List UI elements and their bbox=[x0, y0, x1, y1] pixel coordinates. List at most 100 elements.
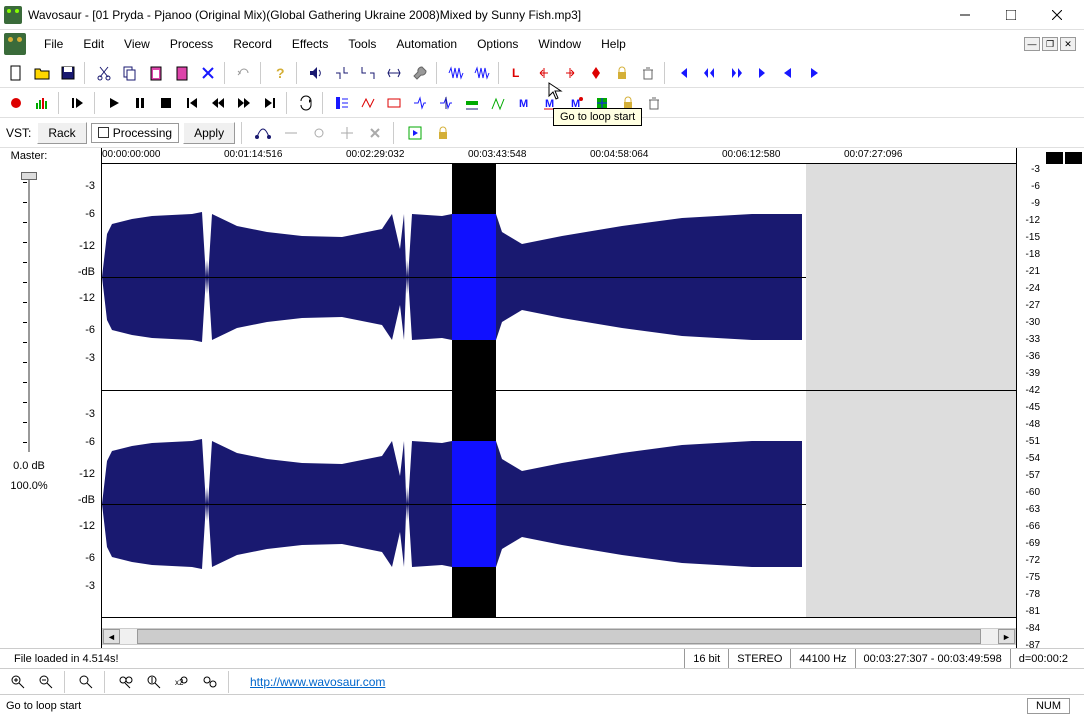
mdi-close[interactable]: ✕ bbox=[1060, 37, 1076, 51]
curve-tool[interactable] bbox=[251, 121, 275, 145]
open-button[interactable] bbox=[30, 61, 54, 85]
proc-6[interactable] bbox=[486, 91, 510, 115]
help-button[interactable]: ? bbox=[268, 61, 292, 85]
scroll-right-button[interactable]: ► bbox=[998, 629, 1015, 644]
crop-button[interactable] bbox=[196, 61, 220, 85]
lock-icon[interactable] bbox=[610, 61, 634, 85]
processing-checkbox[interactable]: Processing bbox=[91, 123, 179, 143]
master-slider[interactable] bbox=[19, 172, 39, 452]
cut-button[interactable] bbox=[92, 61, 116, 85]
menu-automation[interactable]: Automation bbox=[386, 33, 467, 55]
waveform-area[interactable]: 00:00:00:00000:01:14:51600:02:29:03200:0… bbox=[102, 148, 1016, 648]
pause-button[interactable] bbox=[128, 91, 152, 115]
play-region-button[interactable] bbox=[403, 121, 427, 145]
zoom-all-icon[interactable] bbox=[198, 670, 222, 694]
maximize-button[interactable] bbox=[988, 0, 1034, 30]
loop-l-button[interactable]: L bbox=[506, 61, 530, 85]
m-1[interactable]: M bbox=[512, 91, 536, 115]
wave-channel-right[interactable] bbox=[102, 391, 1016, 618]
menu-options[interactable]: Options bbox=[467, 33, 528, 55]
menu-file[interactable]: File bbox=[34, 33, 73, 55]
timeline[interactable]: 00:00:00:00000:01:14:51600:02:29:03200:0… bbox=[102, 148, 1016, 164]
menu-view[interactable]: View bbox=[114, 33, 160, 55]
save-button[interactable] bbox=[56, 61, 80, 85]
website-link[interactable]: http://www.wavosaur.com bbox=[250, 675, 385, 689]
menu-record[interactable]: Record bbox=[223, 33, 282, 55]
proc-4[interactable] bbox=[434, 91, 458, 115]
db-right-label: -69 bbox=[1026, 538, 1040, 549]
play-button[interactable] bbox=[102, 91, 126, 115]
menu-help[interactable]: Help bbox=[591, 33, 636, 55]
loop-start-button[interactable] bbox=[532, 61, 556, 85]
minimize-button[interactable] bbox=[942, 0, 988, 30]
lock-3-icon[interactable] bbox=[431, 121, 455, 145]
proc-3[interactable] bbox=[408, 91, 432, 115]
menu-effects[interactable]: Effects bbox=[282, 33, 338, 55]
zoom-x2-icon[interactable]: x2 bbox=[170, 670, 194, 694]
forward-button[interactable] bbox=[232, 91, 256, 115]
tool-2[interactable] bbox=[356, 61, 380, 85]
prev-button[interactable] bbox=[776, 61, 800, 85]
marker-list-button[interactable] bbox=[330, 91, 354, 115]
dim-3[interactable] bbox=[335, 121, 359, 145]
new-button[interactable] bbox=[4, 61, 28, 85]
zoom-in-icon[interactable] bbox=[6, 670, 30, 694]
repeat-button[interactable] bbox=[294, 91, 318, 115]
nav-3[interactable] bbox=[724, 61, 748, 85]
mdi-restore[interactable]: ❐ bbox=[1042, 37, 1058, 51]
paste-button[interactable] bbox=[144, 61, 168, 85]
wave-icon-1[interactable] bbox=[444, 61, 468, 85]
wave-channel-left[interactable] bbox=[102, 164, 1016, 391]
next-button[interactable] bbox=[802, 61, 826, 85]
dim-1[interactable] bbox=[279, 121, 303, 145]
menu-tools[interactable]: Tools bbox=[338, 33, 386, 55]
dim-4[interactable] bbox=[363, 121, 387, 145]
proc-5[interactable] bbox=[460, 91, 484, 115]
scroll-thumb[interactable] bbox=[137, 629, 981, 644]
rack-button[interactable]: Rack bbox=[37, 122, 86, 144]
stop-button[interactable] bbox=[154, 91, 178, 115]
proc-2[interactable] bbox=[382, 91, 406, 115]
menu-window[interactable]: Window bbox=[528, 33, 591, 55]
play-start-button[interactable] bbox=[66, 91, 90, 115]
apply-button[interactable]: Apply bbox=[183, 122, 235, 144]
zoom-sel-icon[interactable] bbox=[74, 670, 98, 694]
close-button[interactable] bbox=[1034, 0, 1080, 30]
trash-2-icon[interactable] bbox=[642, 91, 666, 115]
wave-icon-2[interactable] bbox=[470, 61, 494, 85]
level-meters bbox=[1044, 148, 1084, 648]
horizontal-scrollbar[interactable]: ◄ ► bbox=[102, 628, 1016, 645]
copy-button[interactable] bbox=[118, 61, 142, 85]
window-title: Wavosaur - [01 Pryda - Pjanoo (Original … bbox=[28, 8, 942, 22]
loop-end-button[interactable] bbox=[558, 61, 582, 85]
dim-2[interactable] bbox=[307, 121, 331, 145]
master-panel: Master: 0.0 dB 100.0% bbox=[0, 148, 58, 648]
rewind-button[interactable] bbox=[206, 91, 230, 115]
nav-4[interactable] bbox=[750, 61, 774, 85]
timeline-marker: 00:00:00:000 bbox=[102, 149, 160, 160]
wrench-icon[interactable] bbox=[408, 61, 432, 85]
zoom-v-icon[interactable] bbox=[142, 670, 166, 694]
skip-end-button[interactable] bbox=[258, 91, 282, 115]
nav-2[interactable] bbox=[698, 61, 722, 85]
tool-3[interactable] bbox=[382, 61, 406, 85]
scroll-left-button[interactable]: ◄ bbox=[103, 629, 120, 644]
db-label: -6 bbox=[85, 436, 95, 448]
tool-1[interactable] bbox=[330, 61, 354, 85]
zoom-out-icon[interactable] bbox=[34, 670, 58, 694]
volume-icon[interactable] bbox=[304, 61, 328, 85]
trash-icon[interactable] bbox=[636, 61, 660, 85]
loop-marker-button[interactable] bbox=[584, 61, 608, 85]
paste-special-button[interactable] bbox=[170, 61, 194, 85]
menu-edit[interactable]: Edit bbox=[73, 33, 114, 55]
undo-button[interactable] bbox=[232, 61, 256, 85]
skip-start-button[interactable] bbox=[180, 91, 204, 115]
zoom-fit-icon[interactable] bbox=[114, 670, 138, 694]
nav-1[interactable] bbox=[672, 61, 696, 85]
timeline-marker: 00:07:27:096 bbox=[844, 149, 902, 160]
levels-icon[interactable] bbox=[30, 91, 54, 115]
proc-1[interactable] bbox=[356, 91, 380, 115]
record-button[interactable] bbox=[4, 91, 28, 115]
mdi-minimize[interactable]: — bbox=[1024, 37, 1040, 51]
menu-process[interactable]: Process bbox=[160, 33, 223, 55]
